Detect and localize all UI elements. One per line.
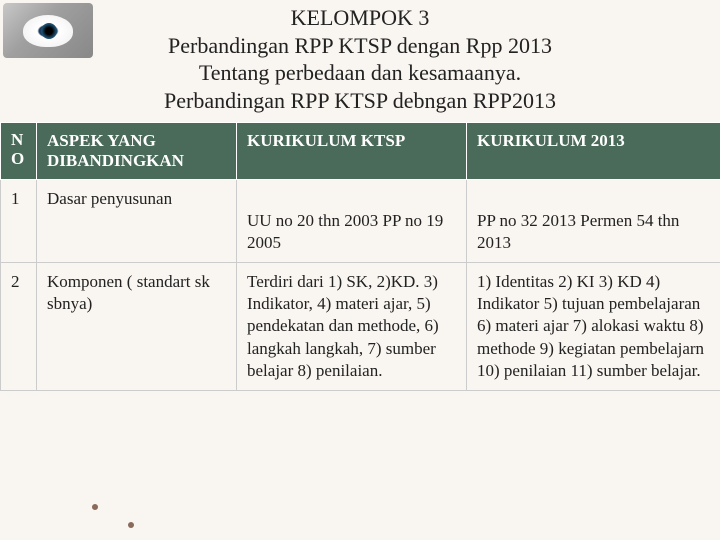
cell-aspek: Dasar penyusunan [37, 180, 237, 263]
th-ktsp: KURIKULUM KTSP [237, 123, 467, 180]
table-header-row: NO ASPEK YANG DIBANDINGKAN KURIKULUM KTS… [1, 123, 720, 180]
cell-2013: 1) Identitas 2) KI 3) KD 4) Indikator 5)… [467, 263, 720, 390]
th-no-text: NO [11, 131, 24, 168]
header-line-4: Perbandingan RPP KTSP debngan RPP2013 [0, 87, 720, 115]
cell-ktsp: UU no 20 thn 2003 PP no 19 2005 [237, 180, 467, 263]
th-2013: KURIKULUM 2013 [467, 123, 720, 180]
slide-header: KELOMPOK 3 Perbandingan RPP KTSP dengan … [0, 0, 720, 122]
th-aspek: ASPEK YANG DIBANDINGKAN [37, 123, 237, 180]
comparison-table: NO ASPEK YANG DIBANDINGKAN KURIKULUM KTS… [0, 122, 720, 391]
cell-2013-text: PP no 32 2013 Permen 54 thn 2013 [477, 211, 679, 252]
cell-no: 1 [1, 180, 37, 263]
eye-image [3, 3, 93, 58]
cell-ktsp-text: UU no 20 thn 2003 PP no 19 2005 [247, 211, 443, 252]
th-no: NO [1, 123, 37, 180]
decorative-dot [92, 504, 98, 510]
table-row: 1 Dasar penyusunan UU no 20 thn 2003 PP … [1, 180, 720, 263]
cell-2013: PP no 32 2013 Permen 54 thn 2013 [467, 180, 720, 263]
table-row: 2 Komponen ( standart sk sbnya) Terdiri … [1, 263, 720, 390]
header-line-1: KELOMPOK 3 [0, 4, 720, 32]
cell-ktsp: Terdiri dari 1) SK, 2)KD. 3) Indikator, … [237, 263, 467, 390]
decorative-dot [128, 522, 134, 528]
header-line-3: Tentang perbedaan dan kesamaanya. [0, 59, 720, 87]
cell-aspek: Komponen ( standart sk sbnya) [37, 263, 237, 390]
header-line-2: Perbandingan RPP KTSP dengan Rpp 2013 [0, 32, 720, 60]
cell-no: 2 [1, 263, 37, 390]
